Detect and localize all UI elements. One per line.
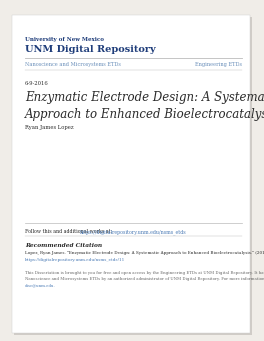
Text: Recommended Citation: Recommended Citation [25, 243, 102, 248]
Text: Engineering ETDs: Engineering ETDs [195, 62, 242, 67]
Text: disc@unm.edu.: disc@unm.edu. [25, 283, 56, 287]
Text: Ryan James Lopez: Ryan James Lopez [25, 125, 74, 130]
Text: Lopez, Ryan James. "Enzymatic Electrode Design: A Systematic Approach to Enhance: Lopez, Ryan James. "Enzymatic Electrode … [25, 251, 264, 255]
FancyBboxPatch shape [14, 17, 252, 335]
Text: UNM Digital Repository: UNM Digital Repository [25, 45, 155, 54]
Text: This Dissertation is brought to you for free and open access by the Engineering : This Dissertation is brought to you for … [25, 271, 264, 275]
Text: University of New Mexico: University of New Mexico [25, 37, 104, 42]
Text: Nanoscience and Microsystems ETDs by an authorized administrator of UNM Digital : Nanoscience and Microsystems ETDs by an … [25, 277, 264, 281]
Text: Enzymatic Electrode Design: A Systematic: Enzymatic Electrode Design: A Systematic [25, 91, 264, 104]
Text: 6-9-2016: 6-9-2016 [25, 81, 49, 86]
Text: https://digitalrepository.unm.edu/nsms_etds/11: https://digitalrepository.unm.edu/nsms_e… [25, 258, 125, 262]
Text: Approach to Enhanced Bioelectrocatalysis: Approach to Enhanced Bioelectrocatalysis [25, 108, 264, 121]
Text: Nanoscience and Microsystems ETDs: Nanoscience and Microsystems ETDs [25, 62, 121, 67]
FancyBboxPatch shape [12, 15, 250, 333]
Text: Follow this and additional works at:: Follow this and additional works at: [25, 229, 114, 234]
Text: https://digitalrepository.unm.edu/nsms_etds: https://digitalrepository.unm.edu/nsms_e… [80, 229, 187, 235]
